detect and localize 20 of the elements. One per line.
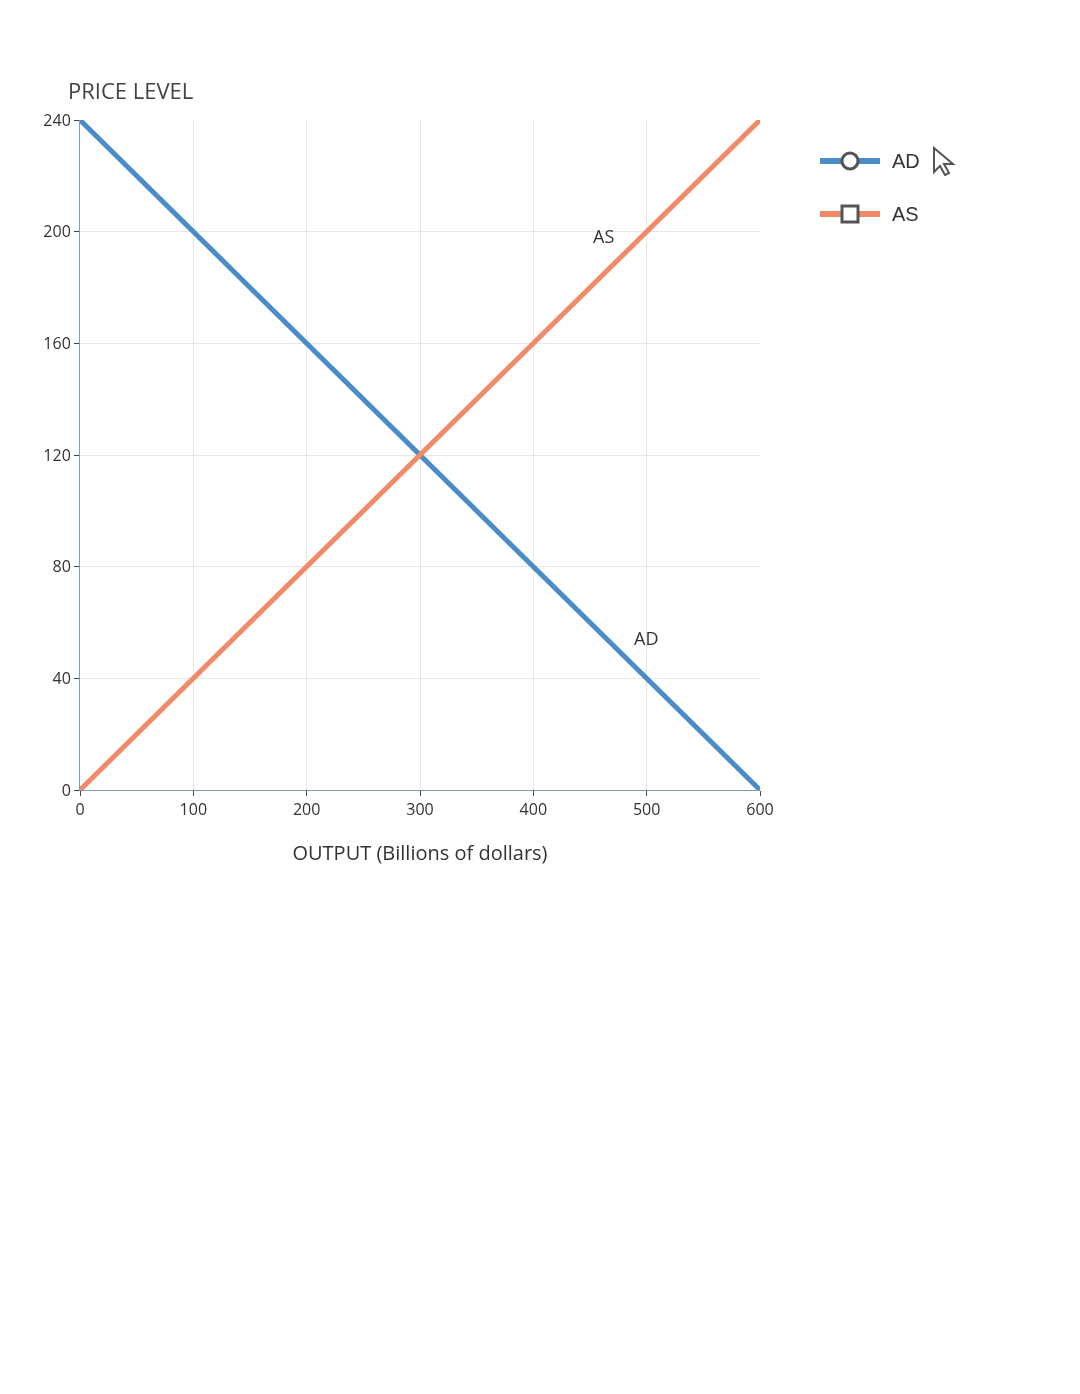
x-tick-label: 400	[519, 798, 548, 821]
x-tick-label: 0	[75, 798, 85, 821]
y-tick-label: 0	[61, 778, 71, 801]
y-tick-label: 40	[52, 666, 71, 689]
text: AD	[634, 626, 659, 650]
y-tick-label: 160	[43, 331, 71, 354]
x-tick-label: 200	[292, 798, 321, 821]
x-axis-title: OUTPUT (Billions of dollars)	[292, 839, 548, 866]
text: AS	[593, 224, 615, 248]
x-tick-label: 600	[746, 798, 774, 821]
legend-label: AD	[892, 149, 920, 173]
x-tick-label: 500	[632, 798, 661, 821]
legend-label: AS	[892, 202, 919, 226]
y-tick-label: 120	[43, 443, 71, 466]
x-tick-label: 300	[406, 798, 434, 821]
y-tick-label: 200	[43, 220, 71, 243]
x-tick-label: 100	[179, 798, 208, 821]
y-axis-title: PRICE LEVEL	[68, 75, 194, 105]
y-tick-label: 240	[43, 108, 71, 131]
y-tick-label: 80	[52, 555, 71, 578]
